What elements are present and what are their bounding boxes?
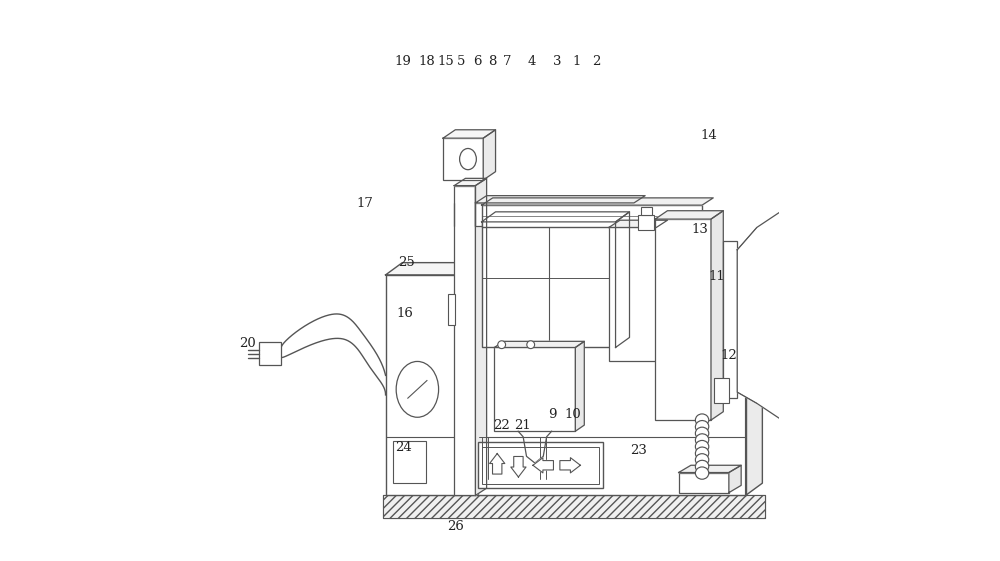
Ellipse shape [396, 361, 439, 417]
Polygon shape [454, 178, 487, 186]
Bar [482, 222, 616, 347]
Text: 13: 13 [691, 223, 708, 236]
Ellipse shape [695, 447, 709, 459]
Ellipse shape [695, 421, 709, 433]
Text: 23: 23 [630, 444, 647, 457]
Ellipse shape [695, 461, 709, 472]
Bar [655, 219, 711, 420]
Text: 6: 6 [473, 55, 481, 68]
Polygon shape [494, 341, 584, 347]
Polygon shape [560, 458, 580, 473]
Polygon shape [679, 465, 741, 472]
Polygon shape [386, 263, 762, 275]
Ellipse shape [695, 434, 709, 446]
Bar [723, 241, 737, 398]
Text: 2: 2 [592, 55, 600, 68]
Text: 17: 17 [356, 197, 373, 210]
Polygon shape [511, 457, 526, 477]
Ellipse shape [695, 414, 709, 426]
Text: 18: 18 [418, 55, 435, 68]
Text: 21: 21 [514, 419, 531, 432]
Polygon shape [729, 465, 741, 493]
Text: 12: 12 [720, 350, 737, 362]
Polygon shape [443, 130, 496, 138]
Text: 1: 1 [572, 55, 581, 68]
Text: 4: 4 [527, 55, 535, 68]
Text: 10: 10 [565, 408, 582, 421]
Bar [638, 215, 654, 230]
Polygon shape [482, 198, 713, 205]
Text: 15: 15 [437, 55, 454, 68]
Bar [641, 207, 652, 215]
Text: 5: 5 [457, 55, 465, 68]
Bar [386, 275, 746, 495]
Bar [482, 205, 702, 227]
Ellipse shape [460, 149, 476, 169]
Bar [259, 342, 281, 365]
Bar [478, 443, 603, 488]
Bar [482, 447, 599, 484]
Text: 19: 19 [394, 55, 411, 68]
Ellipse shape [695, 440, 709, 453]
Polygon shape [482, 212, 630, 222]
Bar [383, 495, 765, 518]
Text: 26: 26 [447, 519, 464, 532]
Bar [494, 347, 575, 431]
Bar [454, 186, 475, 495]
Text: 24: 24 [395, 442, 412, 454]
Ellipse shape [695, 454, 709, 466]
Polygon shape [575, 341, 584, 431]
Polygon shape [737, 211, 782, 420]
Text: 16: 16 [397, 307, 414, 320]
Bar [714, 378, 729, 403]
Bar [383, 495, 765, 518]
Circle shape [498, 341, 506, 348]
Bar [679, 472, 729, 493]
Bar [448, 295, 455, 325]
Polygon shape [533, 458, 553, 473]
Text: 11: 11 [708, 269, 725, 283]
Bar [393, 441, 426, 482]
Polygon shape [475, 196, 645, 203]
Polygon shape [655, 211, 723, 219]
Bar [609, 227, 656, 361]
Polygon shape [483, 130, 496, 180]
Bar [443, 138, 483, 180]
Text: 14: 14 [700, 129, 717, 142]
Text: 3: 3 [553, 55, 562, 68]
Text: 25: 25 [398, 256, 415, 269]
Bar [475, 203, 634, 226]
Polygon shape [475, 178, 487, 495]
Polygon shape [616, 212, 630, 347]
Circle shape [527, 341, 535, 348]
Polygon shape [609, 220, 667, 227]
Text: 9: 9 [548, 408, 557, 421]
Ellipse shape [695, 427, 709, 439]
Ellipse shape [695, 467, 709, 479]
Text: 22: 22 [493, 419, 509, 432]
Text: 7: 7 [503, 55, 512, 68]
Polygon shape [746, 263, 762, 495]
Text: 20: 20 [239, 337, 256, 350]
Text: 8: 8 [489, 55, 497, 68]
Polygon shape [711, 211, 723, 420]
Polygon shape [490, 453, 505, 474]
